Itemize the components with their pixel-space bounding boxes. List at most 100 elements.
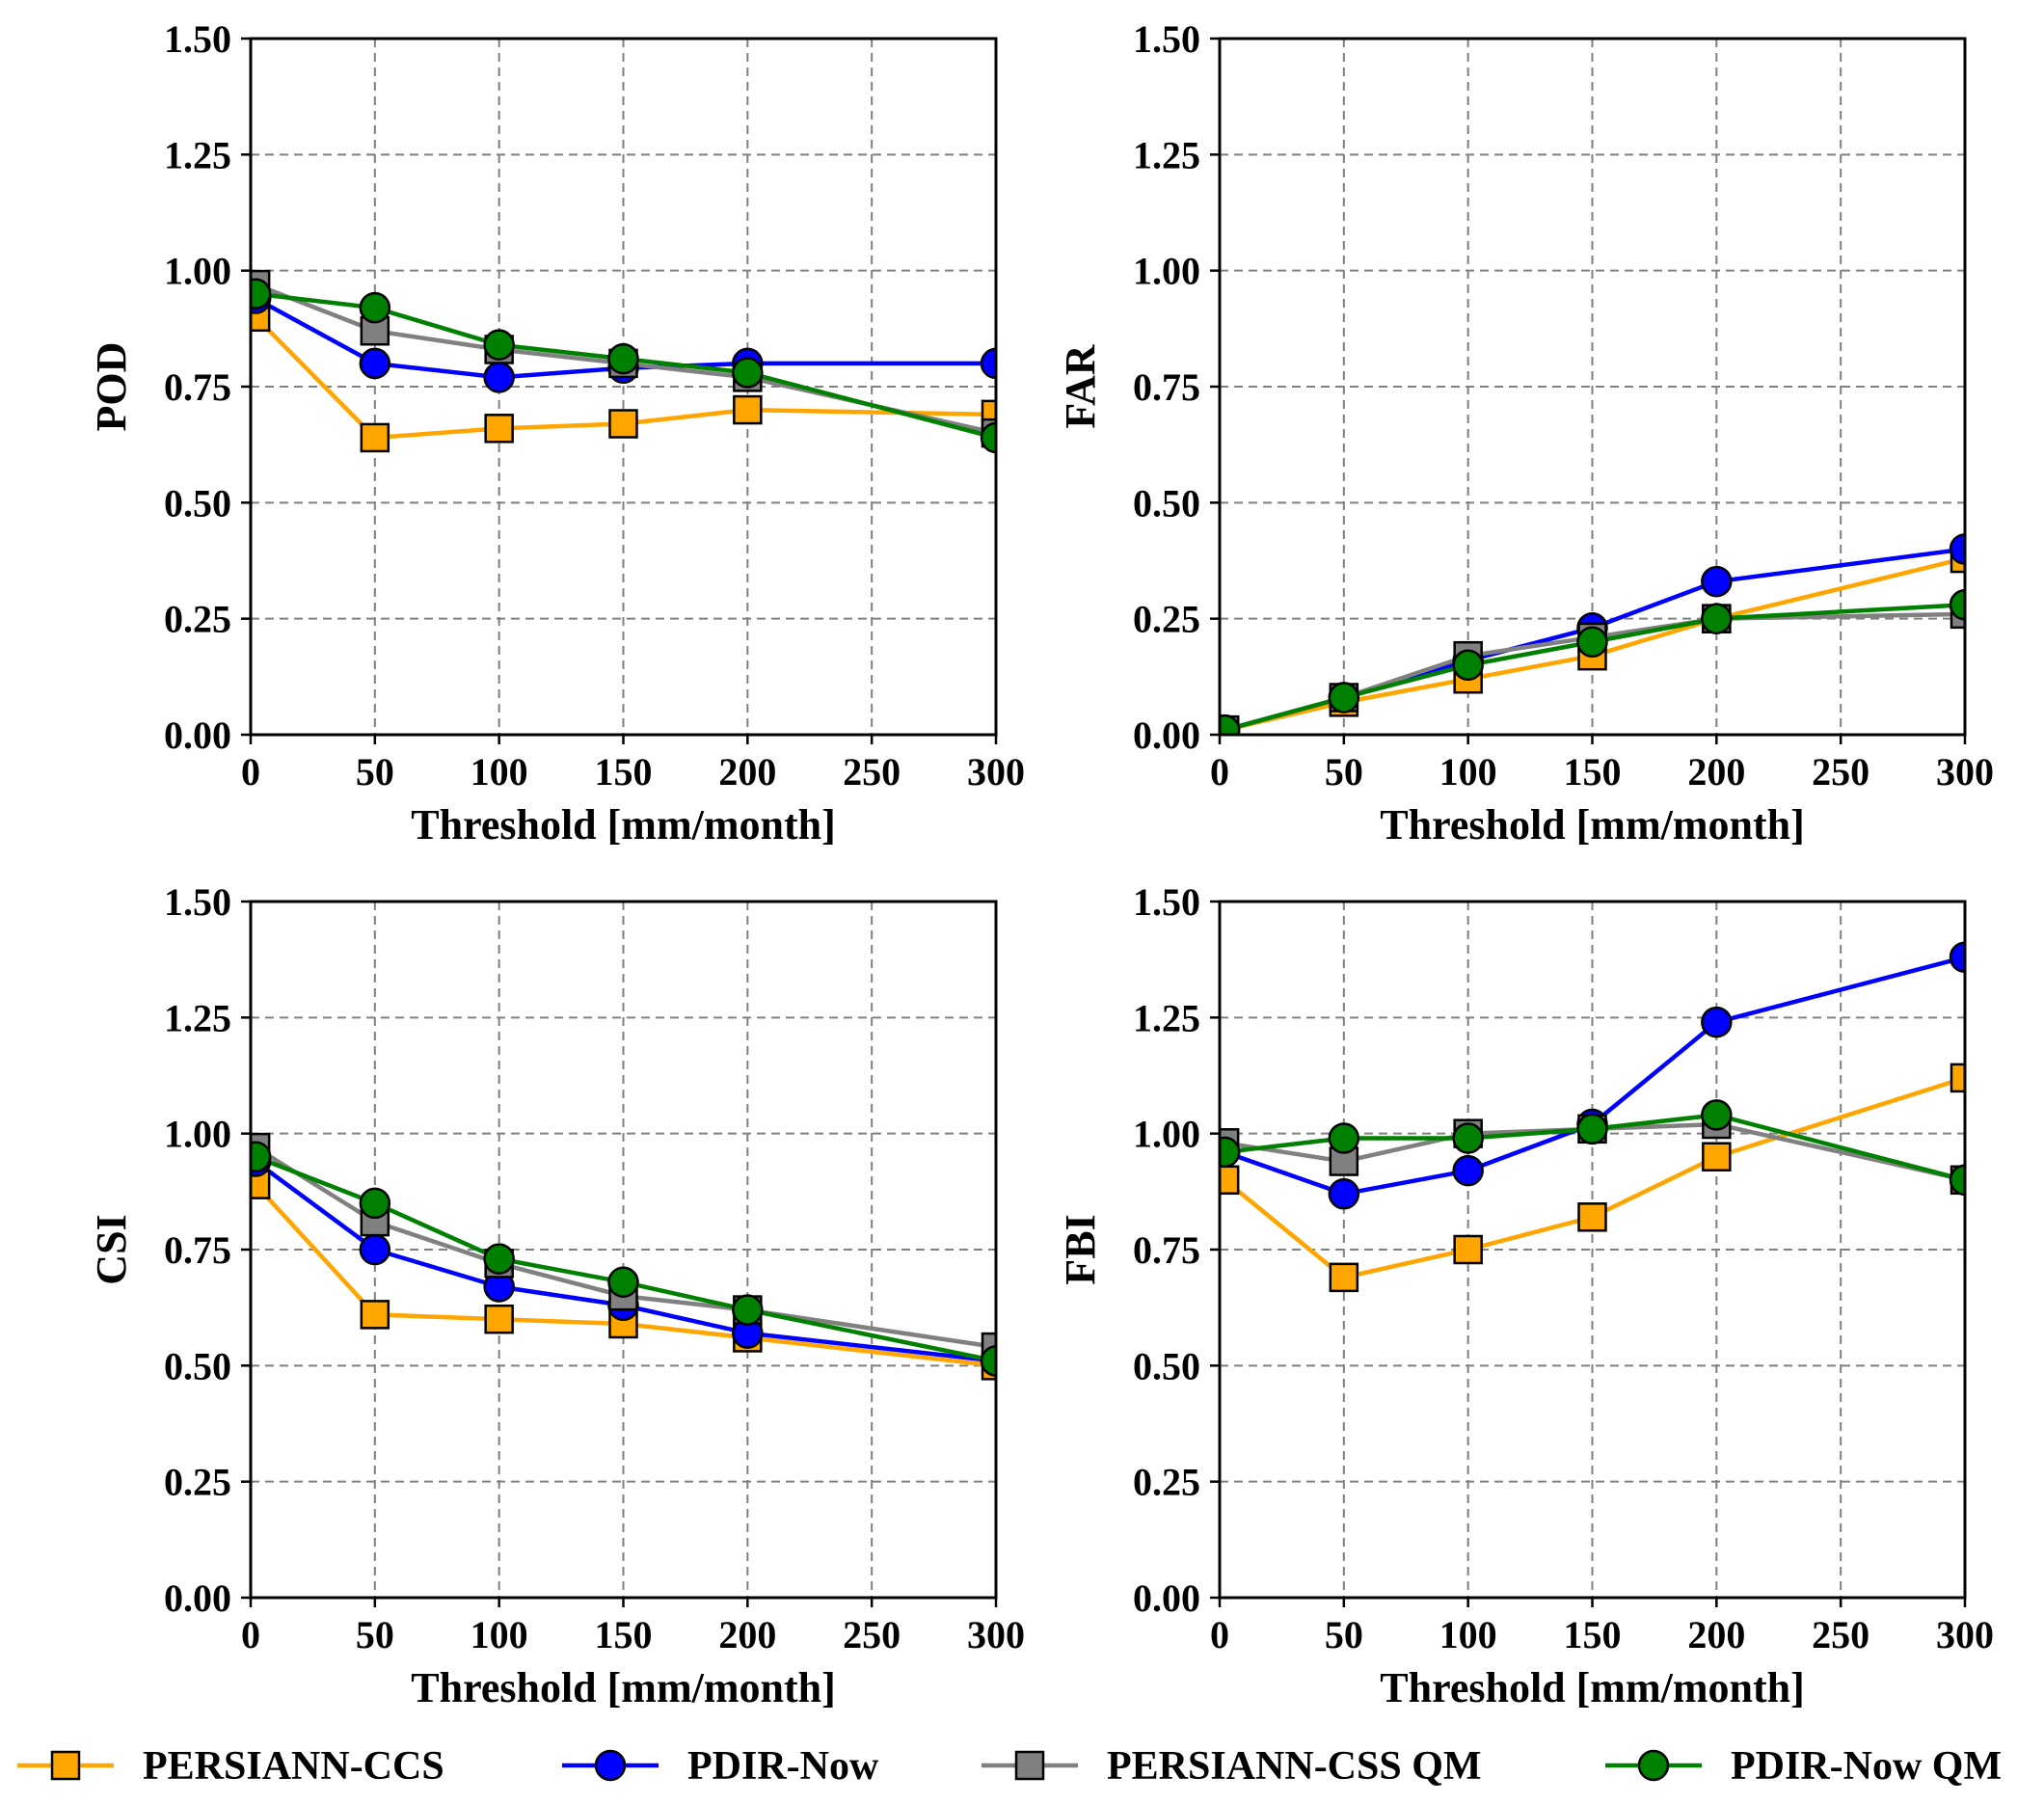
point-pdir-now <box>359 1233 391 1266</box>
point-pdir-now-qm <box>251 1141 272 1172</box>
point-pdir-now-qm <box>1220 714 1241 735</box>
legend-label: PDIR-Now QM <box>1731 1744 2002 1789</box>
point-persiann-ccs <box>1220 1165 1240 1196</box>
point-persiann-ccs <box>360 1300 390 1330</box>
y-tick-label: 0.00 <box>1133 714 1200 757</box>
point-pdir-now-qm <box>1701 603 1733 634</box>
series-line-pdir-now-qm <box>1224 1113 1965 1182</box>
legend-label: PERSIANN-CCS <box>143 1744 444 1789</box>
x-tick-label: 100 <box>1439 1613 1497 1656</box>
point-pdir-now-qm <box>1576 1113 1608 1145</box>
series-group <box>251 1132 996 1381</box>
y-tick-label: 0.25 <box>1133 1461 1200 1504</box>
x-tick-label: 50 <box>356 750 394 794</box>
point-persiann-ccs <box>484 1304 514 1334</box>
series-line-pdir-now-qm <box>255 1154 996 1363</box>
x-tick-label: 300 <box>967 750 1025 794</box>
x-tick-label: 200 <box>718 750 776 794</box>
x-tick-label: 200 <box>1687 750 1745 794</box>
point-pdir-now <box>980 347 996 380</box>
panel-fbi: 0 50 100 150 200 250 300 0.00 0.25 0.50 0.75 1.00 1.… <box>1057 880 1994 1711</box>
x-axis-label: Threshold [mm/month] <box>411 801 835 848</box>
y-tick-label: 1.00 <box>164 250 231 293</box>
panel-far: 0 50 100 150 200 250 300 0.00 0.25 0.50 0.75 1.00 1.… <box>1057 17 1994 848</box>
legend-entry-pdir-now-qm: PDIR-Now QM <box>1605 1744 2002 1789</box>
point-pdir-now-qm <box>1328 1122 1360 1154</box>
point-pdir-now-qm <box>732 1294 764 1326</box>
series-group <box>1220 533 1965 735</box>
x-tick-label: 250 <box>1812 750 1869 794</box>
y-tick-label: 0.75 <box>1133 365 1200 409</box>
point-pdir-now-qm <box>359 291 391 324</box>
x-tick-label: 200 <box>1687 1613 1745 1656</box>
panel-csi: 0 50 100 150 200 250 300 0.00 0.25 0.50 0.75 1.00 1.… <box>88 880 1025 1711</box>
y-tick-label: 0.50 <box>1133 481 1200 525</box>
y-tick-label: 1.25 <box>164 996 231 1039</box>
series-line-persiann-css-qm <box>255 283 996 436</box>
series-line-pdir-now-qm <box>1224 602 1965 733</box>
y-tick-label: 1.00 <box>1133 250 1200 293</box>
y-tick-label: 1.50 <box>164 880 231 924</box>
legend-entry-persiann-css-qm: PERSIANN-CSS QM <box>982 1744 1482 1789</box>
point-pdir-now <box>483 362 515 393</box>
series-line-persiann-css-qm <box>254 1145 996 1350</box>
x-tick-label: 100 <box>1439 750 1497 794</box>
point-pdir-now <box>1701 565 1733 598</box>
point-pdir-now-qm <box>980 1345 996 1377</box>
legend-marker <box>1014 1750 1045 1781</box>
x-tick-label: 300 <box>1936 750 1994 794</box>
point-pdir-now-qm <box>483 329 515 361</box>
y-tick-label: 1.25 <box>1133 996 1200 1039</box>
y-tick-label: 1.25 <box>1133 133 1200 176</box>
y-axis-label: FAR <box>1057 343 1104 428</box>
x-tick-label: 300 <box>967 1613 1025 1656</box>
legend-entry-pdir-now: PDIR-Now <box>562 1744 879 1789</box>
x-tick-label: 50 <box>1325 1613 1363 1656</box>
point-pdir-now <box>1328 1177 1360 1210</box>
series-line-persiann-ccs <box>1223 1075 1965 1280</box>
point-pdir-now-qm <box>1949 1164 1965 1197</box>
point-pdir-now <box>1452 1154 1484 1187</box>
series-line-persiann-ccs <box>1224 555 1965 733</box>
point-pdir-now-qm <box>359 1187 391 1220</box>
y-tick-label: 0.50 <box>1133 1344 1200 1387</box>
point-pdir-now-qm <box>1452 649 1484 682</box>
y-axis-label: POD <box>88 342 135 432</box>
series-line-pdir-now-qm <box>255 291 996 441</box>
y-tick-label: 0.50 <box>164 1344 231 1387</box>
point-persiann-ccs <box>1453 1234 1483 1265</box>
point-pdir-now-qm <box>251 278 272 310</box>
x-tick-label: 150 <box>595 750 653 794</box>
legend-label: PDIR-Now <box>687 1744 879 1789</box>
x-tick-label: 50 <box>1325 750 1363 794</box>
legend-entry-persiann-ccs: PERSIANN-CCS <box>17 1744 444 1789</box>
point-pdir-now-qm <box>483 1243 515 1275</box>
series-line-pdir-now <box>254 1159 996 1363</box>
y-tick-label: 1.50 <box>1133 880 1200 924</box>
point-persiann-ccs <box>608 409 638 439</box>
y-tick-label: 1.25 <box>164 133 231 176</box>
y-tick-label: 0.75 <box>164 365 231 409</box>
x-tick-label: 250 <box>1812 1613 1869 1656</box>
y-axis-label: CSI <box>88 1214 135 1284</box>
series-line-persiann-ccs <box>254 1183 996 1368</box>
point-pdir-now-qm <box>1220 1136 1241 1169</box>
series-group <box>1220 941 1965 1293</box>
series-line-pdir-now <box>1224 955 1965 1197</box>
y-tick-label: 0.25 <box>164 598 231 641</box>
y-axis-label: FBI <box>1057 1214 1104 1284</box>
point-pdir-now-qm <box>1328 682 1360 714</box>
x-tick-label: 100 <box>471 1613 528 1656</box>
point-persiann-ccs <box>1329 1262 1359 1293</box>
point-pdir-now-qm <box>1949 588 1965 621</box>
x-tick-label: 0 <box>1210 750 1229 794</box>
legend-marker <box>1637 1749 1670 1782</box>
x-tick-label: 100 <box>471 750 528 794</box>
point-persiann-ccs <box>1950 1063 1965 1093</box>
x-axis-label: Threshold [mm/month] <box>1380 1664 1804 1711</box>
y-tick-label: 0.75 <box>1133 1228 1200 1272</box>
x-axis-label: Threshold [mm/month] <box>411 1664 835 1711</box>
y-tick-label: 1.50 <box>164 17 231 61</box>
point-pdir-now <box>1949 533 1965 565</box>
